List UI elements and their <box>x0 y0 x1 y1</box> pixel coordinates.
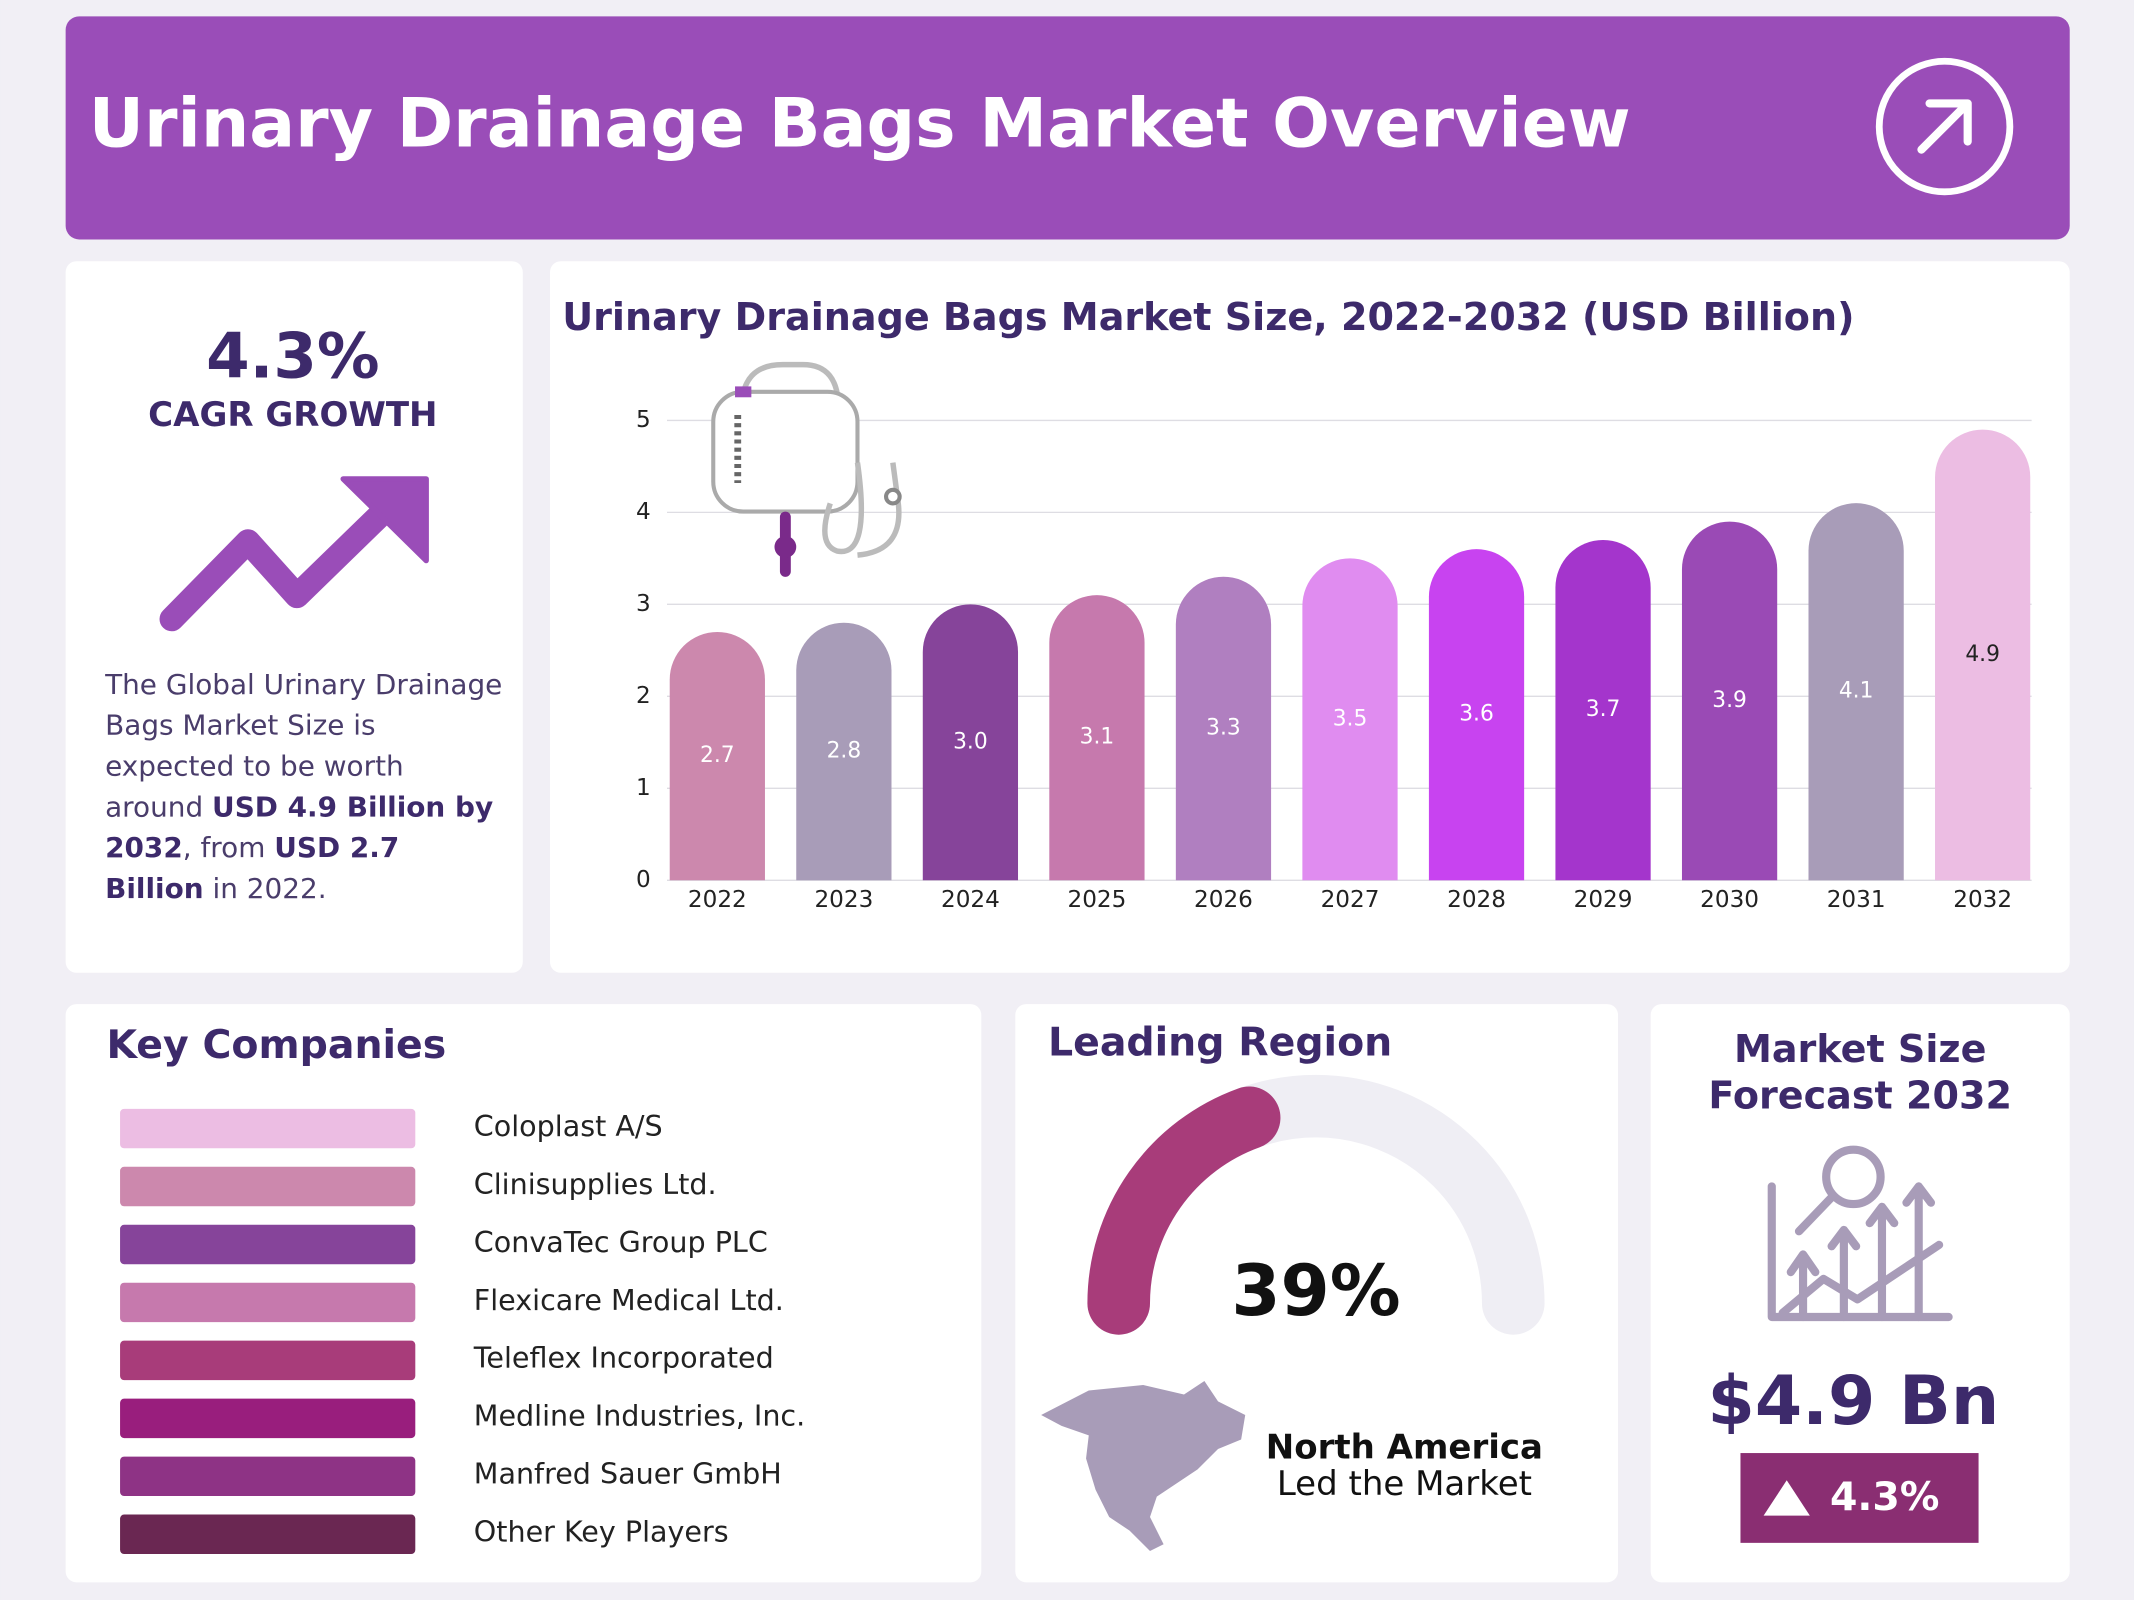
company-swatch <box>120 1456 416 1497</box>
value-label: 2.8 <box>827 739 862 764</box>
value-label: 4.9 <box>1965 642 2000 667</box>
text-segment: , from <box>182 831 275 864</box>
y-tick-label: 4 <box>636 499 651 525</box>
header-icon-ring <box>1875 57 2014 196</box>
north-america-map <box>1041 1380 1246 1552</box>
x-tick-label: 2028 <box>1447 887 1506 913</box>
trend-icon <box>159 488 408 632</box>
icon-trend <box>1778 1240 1944 1318</box>
x-tick-label: 2025 <box>1068 887 1127 913</box>
x-tick-label: 2024 <box>941 887 1000 913</box>
icon-axes <box>1767 1182 1953 1322</box>
region-name: North America <box>1266 1427 1543 1467</box>
region-caption: Led the Market <box>1277 1464 1532 1504</box>
bar <box>922 604 1019 881</box>
icon-lens <box>1822 1145 1885 1209</box>
bar <box>1302 558 1398 881</box>
bag-valve <box>884 487 902 506</box>
company-name: Flexicare Medical Ltd. <box>474 1283 784 1317</box>
bar <box>1428 549 1525 881</box>
x-tick-label: 2029 <box>1574 887 1633 913</box>
forecast-icon <box>1767 1145 1953 1322</box>
y-tick-label: 5 <box>636 407 651 433</box>
value-label: 3.7 <box>1586 697 1621 722</box>
value-label: 3.0 <box>953 729 988 754</box>
company-name: Medline Industries, Inc. <box>474 1399 805 1433</box>
bar <box>1935 429 2031 881</box>
y-tick-label: 3 <box>636 591 651 617</box>
value-label: 3.9 <box>1712 688 1747 713</box>
header-bar <box>65 16 2070 240</box>
gauge-fill <box>1087 1086 1281 1335</box>
x-tick-label: 2023 <box>814 887 873 913</box>
x-tick-label: 2026 <box>1194 887 1253 913</box>
cagr-value: 4.3% <box>206 320 380 393</box>
forecast-title: Forecast 2032 <box>1708 1073 2012 1117</box>
value-label: 3.5 <box>1333 706 1368 731</box>
card <box>65 261 523 973</box>
bar <box>1555 539 1651 881</box>
bag-clamp <box>774 536 797 558</box>
bar <box>1808 503 1904 881</box>
company-swatch <box>120 1340 416 1381</box>
bar <box>1175 576 1272 881</box>
x-tick-label: 2022 <box>688 887 747 913</box>
value-label: 3.1 <box>1080 725 1115 750</box>
company-name: ConvaTec Group PLC <box>474 1225 768 1259</box>
chart-title: Urinary Drainage Bags Market Size, 2022-… <box>562 295 1854 339</box>
bar <box>669 631 765 881</box>
companies-title: Key Companies <box>106 1022 446 1068</box>
bag-icon <box>711 361 902 577</box>
bag-hook <box>739 361 842 409</box>
value-label: 2.7 <box>700 743 735 768</box>
y-tick-label: 1 <box>636 775 651 801</box>
bag-tube <box>822 462 865 555</box>
forecast-growth: 4.3% <box>1830 1474 1939 1520</box>
header-title: Urinary Drainage Bags Market Overview <box>89 84 1631 163</box>
bag-tube-end <box>857 462 902 558</box>
value-label: 4.1 <box>1839 679 1874 704</box>
x-tick-label: 2032 <box>1953 887 2012 913</box>
bar <box>1049 595 1145 881</box>
company-swatch <box>120 1108 416 1149</box>
text-segment: The Global Urinary Drainage Bags Market … <box>105 668 503 824</box>
forecast-title: Market Size <box>1734 1027 1986 1071</box>
company-swatch <box>120 1398 416 1439</box>
trend-icon-head <box>340 476 429 564</box>
company-swatch <box>120 1224 416 1265</box>
icon-handle <box>1794 1193 1836 1236</box>
y-tick-label: 0 <box>636 867 651 893</box>
growth-arrow <box>1763 1480 1810 1516</box>
value-label: 3.3 <box>1206 716 1241 741</box>
paragraph: The Global Urinary Drainage Bags Market … <box>105 664 502 909</box>
x-tick-label: 2027 <box>1321 887 1380 913</box>
company-swatch <box>120 1166 416 1207</box>
company-swatch <box>120 1514 416 1555</box>
region-title: Leading Region <box>1048 1019 1392 1065</box>
company-name: Coloplast A/S <box>474 1109 663 1143</box>
company-name: Teleflex Incorporated <box>473 1341 774 1375</box>
cagr-description: The Global Urinary Drainage Bags Market … <box>105 664 502 909</box>
company-name: Clinisupplies Ltd. <box>474 1167 717 1201</box>
bar <box>1681 521 1778 881</box>
header-icon-arrow <box>1917 99 1972 154</box>
bar <box>796 622 892 881</box>
x-tick-label: 2030 <box>1700 887 1759 913</box>
forecast-value: $4.9 Bn <box>1708 1362 2000 1441</box>
value-label: 3.6 <box>1459 702 1494 727</box>
company-name: Manfred Sauer GmbH <box>474 1457 782 1491</box>
x-tick-label: 2031 <box>1827 887 1886 913</box>
text-segment: USD 4.9 Billion by 2032 <box>105 790 494 864</box>
cagr-label: CAGR GROWTH <box>148 395 437 435</box>
bag-cap <box>735 386 752 398</box>
company-swatch <box>120 1282 416 1323</box>
y-tick-label: 2 <box>636 683 651 709</box>
gauge-label: 39% <box>1231 1249 1400 1332</box>
text-segment: USD 2.7 Billion <box>105 831 400 905</box>
text-segment: in 2022. <box>203 872 327 905</box>
company-name: Other Key Players <box>474 1515 729 1549</box>
